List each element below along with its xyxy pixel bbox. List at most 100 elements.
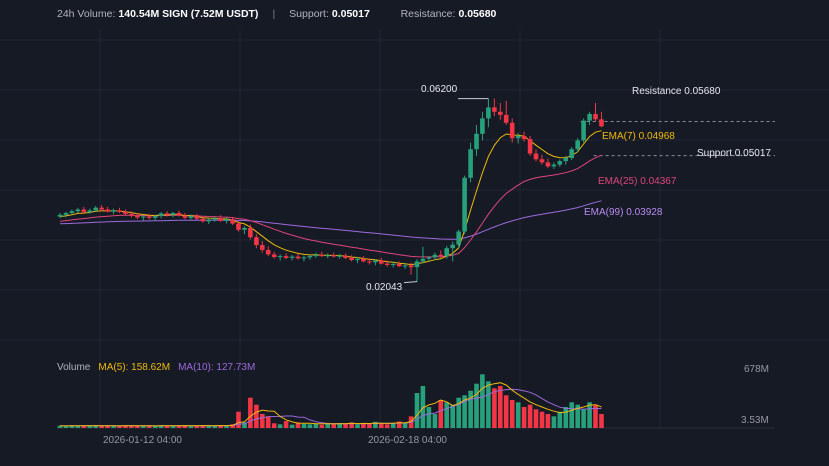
volume-bar bbox=[135, 425, 140, 428]
candle-body bbox=[498, 111, 503, 115]
candle-body bbox=[75, 209, 81, 212]
candle-body bbox=[587, 114, 592, 121]
candle-body bbox=[57, 214, 63, 217]
volume-bar bbox=[176, 425, 182, 428]
candle-body bbox=[206, 219, 211, 222]
volume-bar bbox=[212, 426, 217, 428]
candle-body bbox=[432, 254, 438, 258]
candle-body bbox=[230, 219, 235, 224]
volume-bar bbox=[337, 423, 342, 428]
candle-body bbox=[218, 218, 223, 221]
candle-body bbox=[450, 244, 455, 249]
candle-body bbox=[194, 216, 200, 219]
volume-bar bbox=[462, 395, 467, 428]
volume-bar bbox=[289, 424, 295, 428]
candle-body bbox=[158, 213, 164, 216]
candle-body bbox=[248, 228, 253, 238]
candle-body bbox=[503, 114, 509, 123]
candle-body bbox=[373, 260, 378, 263]
volume-bar bbox=[283, 421, 289, 428]
volume-bar bbox=[474, 383, 479, 428]
candle-body bbox=[396, 264, 402, 267]
volume-bar bbox=[492, 388, 497, 428]
volume-bar bbox=[319, 424, 325, 428]
candle-body bbox=[212, 218, 217, 220]
separator: | bbox=[272, 8, 276, 20]
candle-body bbox=[533, 153, 539, 160]
candle-body bbox=[99, 207, 104, 210]
candle-body bbox=[420, 258, 426, 262]
volume-bar bbox=[533, 409, 539, 428]
volume-bar bbox=[402, 422, 408, 428]
volume-bar bbox=[307, 424, 313, 428]
candle-body bbox=[242, 228, 247, 230]
ema99-label: EMA(99) 0.03928 bbox=[584, 207, 663, 218]
resistance-stat: Resistance: 0.05680 bbox=[401, 8, 497, 20]
candle-body bbox=[527, 139, 533, 154]
volume-bar bbox=[117, 425, 122, 428]
candle-body bbox=[182, 215, 188, 218]
candle-body bbox=[254, 237, 259, 246]
volume-bar bbox=[141, 426, 146, 428]
volume-bar bbox=[325, 422, 330, 428]
candle-body bbox=[414, 261, 420, 268]
candle-body bbox=[295, 256, 301, 259]
candle-body bbox=[545, 162, 551, 167]
ma10-legend: MA(10): 127.73M bbox=[178, 362, 256, 373]
volume-bar bbox=[248, 397, 253, 428]
volume-max-label: 678M bbox=[744, 364, 770, 375]
volume-bar bbox=[551, 416, 557, 428]
volume-bar bbox=[105, 425, 110, 428]
candle-body bbox=[111, 210, 116, 212]
candle-body bbox=[402, 265, 408, 267]
volume-bar bbox=[396, 421, 402, 428]
support-stat: Support: 0.05017 bbox=[289, 8, 370, 20]
ema25-label: EMA(25) 0.04367 bbox=[598, 176, 677, 187]
candle-body bbox=[337, 255, 342, 257]
volume-bar bbox=[158, 425, 164, 428]
candle-body bbox=[599, 119, 604, 127]
volume-bar bbox=[581, 409, 586, 428]
support-stat-label: Support: bbox=[289, 8, 329, 20]
candle-body bbox=[593, 114, 598, 120]
volume-bar bbox=[575, 404, 580, 428]
candle-body bbox=[557, 161, 563, 165]
volume-bar bbox=[301, 423, 307, 428]
resistance-label: Resistance 0.05680 bbox=[632, 86, 721, 97]
candle-body bbox=[164, 213, 170, 215]
candle-body bbox=[260, 245, 265, 250]
volume-bar bbox=[99, 426, 104, 428]
volume-bar bbox=[450, 404, 455, 428]
volume-bar bbox=[468, 390, 473, 428]
volume-legend: Volume MA(5): 158.62M MA(10): 127.73M bbox=[57, 362, 255, 373]
candle-body bbox=[152, 216, 158, 218]
volume-bar bbox=[498, 386, 503, 428]
volume-bar bbox=[271, 423, 277, 428]
volume-bar bbox=[277, 424, 283, 428]
volume-bar bbox=[480, 374, 485, 428]
candle-body bbox=[200, 218, 206, 222]
support-stat-value: 0.05017 bbox=[331, 8, 370, 20]
candle-body bbox=[575, 140, 580, 150]
volume-bar bbox=[521, 407, 527, 428]
volume-title: Volume bbox=[57, 362, 91, 373]
candle-body bbox=[283, 256, 289, 258]
candle-body bbox=[265, 250, 271, 255]
candle-body bbox=[343, 255, 348, 258]
volume-bar bbox=[527, 404, 533, 428]
candle-body bbox=[277, 256, 283, 258]
volume-bar bbox=[57, 425, 63, 428]
candle-body bbox=[551, 164, 557, 167]
volume-bar bbox=[75, 425, 81, 428]
candle-body bbox=[444, 248, 449, 257]
candle-body bbox=[426, 257, 432, 259]
candle-body bbox=[492, 107, 497, 112]
candle-body bbox=[188, 216, 194, 218]
volume-bar bbox=[509, 400, 515, 428]
volume-stat-label: 24h Volume: bbox=[57, 8, 116, 20]
volume-bar bbox=[254, 404, 259, 428]
volume-bar bbox=[438, 400, 444, 428]
volume-bar bbox=[69, 425, 75, 428]
candle-body bbox=[123, 211, 128, 214]
